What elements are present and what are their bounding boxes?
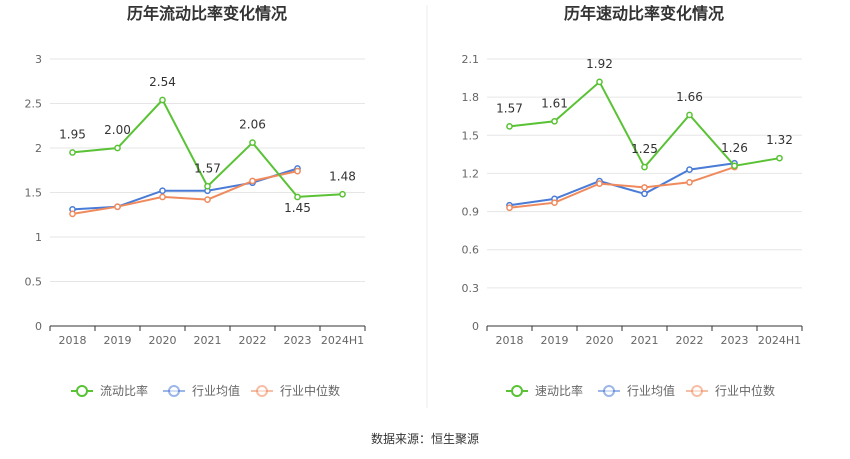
x-tick-label: 2018 bbox=[496, 334, 524, 347]
legend-swatch-marker bbox=[76, 385, 88, 397]
y-tick-label: 1.5 bbox=[462, 129, 480, 142]
data-point bbox=[159, 187, 166, 195]
y-tick-label: 1 bbox=[35, 231, 42, 244]
x-tick-label: 2022 bbox=[239, 334, 267, 347]
legend-label: 行业均值 bbox=[627, 383, 675, 398]
data-point bbox=[294, 193, 301, 201]
data-source-note: 数据来源：恒生聚源 bbox=[371, 431, 479, 446]
data-label: 1.95 bbox=[59, 127, 86, 141]
data-point bbox=[204, 182, 211, 190]
x-tick-label: 2018 bbox=[59, 334, 87, 347]
data-point bbox=[641, 184, 648, 191]
data-point bbox=[551, 199, 558, 207]
data-label: 2.06 bbox=[239, 118, 266, 132]
data-point bbox=[506, 204, 513, 212]
legend-label: 速动比率 bbox=[535, 383, 583, 398]
x-tick-label: 2020 bbox=[149, 334, 177, 347]
data-point bbox=[506, 123, 513, 130]
data-point bbox=[114, 144, 121, 152]
data-label: 1.57 bbox=[194, 161, 221, 175]
data-label: 1.25 bbox=[631, 142, 658, 156]
y-tick-label: 0 bbox=[472, 320, 479, 333]
y-tick-label: 2.1 bbox=[462, 53, 480, 66]
legend-label: 行业中位数 bbox=[280, 383, 340, 398]
series-line-industry-median bbox=[509, 166, 735, 209]
data-point bbox=[339, 190, 346, 198]
data-point bbox=[551, 117, 558, 125]
data-point bbox=[159, 96, 166, 104]
data-point bbox=[641, 163, 648, 171]
data-point bbox=[294, 167, 301, 175]
quick-ratio-chart: 历年速动比率变化情况 0 0.3 0.6 0.9 1.2 1.5 1.8 2.1 2018 2019… bbox=[462, 4, 803, 398]
data-point bbox=[69, 210, 76, 218]
chart-title: 历年流动比率变化情况 bbox=[127, 4, 287, 23]
x-tick-label: 2022 bbox=[676, 334, 704, 347]
y-tick-label: 2 bbox=[35, 142, 42, 155]
data-point bbox=[159, 193, 166, 201]
legend-swatch-marker bbox=[168, 385, 180, 397]
y-tick-label: 3 bbox=[35, 53, 42, 66]
legend-label: 行业中位数 bbox=[715, 383, 775, 398]
y-tick-label: 1.5 bbox=[25, 187, 43, 200]
y-tick-label: 1.2 bbox=[462, 167, 480, 180]
data-point bbox=[69, 149, 76, 156]
legend-swatch-marker bbox=[256, 385, 268, 397]
x-tick-label: 2023 bbox=[284, 334, 312, 347]
data-point bbox=[776, 154, 783, 162]
y-tick-label: 1.8 bbox=[462, 91, 480, 104]
y-tick-label: 0.5 bbox=[25, 276, 43, 289]
x-tick-label: 2024H1 bbox=[758, 334, 801, 347]
data-label: 1.66 bbox=[676, 90, 703, 104]
data-point bbox=[686, 166, 693, 173]
chart-title: 历年速动比率变化情况 bbox=[564, 4, 724, 23]
x-tick-label: 2019 bbox=[104, 334, 132, 347]
legend-swatch-marker bbox=[511, 385, 523, 397]
data-point bbox=[249, 139, 256, 147]
data-label: 2.00 bbox=[104, 123, 131, 137]
data-point bbox=[249, 177, 256, 185]
y-tick-label: 0.3 bbox=[462, 282, 480, 295]
data-label: 1.45 bbox=[284, 201, 311, 215]
series-line-industry-median bbox=[72, 170, 298, 215]
data-point bbox=[686, 178, 693, 186]
series-line-industry-avg bbox=[72, 167, 298, 211]
y-tick-label: 0 bbox=[35, 320, 42, 333]
legend-swatch-marker bbox=[603, 385, 615, 397]
data-point bbox=[641, 190, 648, 198]
series-line-industry-avg bbox=[509, 162, 735, 207]
x-tick-label: 2024H1 bbox=[321, 334, 364, 347]
x-tick-label: 2021 bbox=[194, 334, 222, 347]
data-point bbox=[114, 203, 121, 211]
x-tick-label: 2020 bbox=[586, 334, 614, 347]
data-label: 1.61 bbox=[541, 96, 568, 110]
current-ratio-chart: 历年流动比率变化情况 0 0.5 1 1.5 2 2.5 3 2018 2019 2020 2021 2… bbox=[25, 4, 366, 398]
data-point bbox=[731, 162, 738, 170]
data-label: 2.54 bbox=[149, 75, 176, 89]
x-tick-label: 2021 bbox=[631, 334, 659, 347]
y-tick-label: 0.6 bbox=[462, 244, 480, 257]
legend-swatch-marker bbox=[691, 385, 703, 397]
data-label: 1.26 bbox=[721, 141, 748, 155]
legend-label: 流动比率 bbox=[100, 383, 148, 398]
data-label: 1.92 bbox=[586, 57, 613, 71]
data-label: 1.32 bbox=[766, 133, 793, 147]
y-tick-label: 2.5 bbox=[25, 98, 43, 111]
x-tick-label: 2023 bbox=[721, 334, 749, 347]
data-point bbox=[204, 196, 211, 203]
data-label: 1.48 bbox=[329, 169, 356, 183]
y-tick-label: 0.9 bbox=[462, 206, 480, 219]
legend-label: 行业均值 bbox=[192, 383, 240, 398]
data-point bbox=[596, 78, 603, 86]
data-point bbox=[596, 180, 603, 187]
data-label: 1.57 bbox=[496, 101, 523, 115]
x-tick-label: 2019 bbox=[541, 334, 569, 347]
data-point bbox=[686, 111, 693, 119]
